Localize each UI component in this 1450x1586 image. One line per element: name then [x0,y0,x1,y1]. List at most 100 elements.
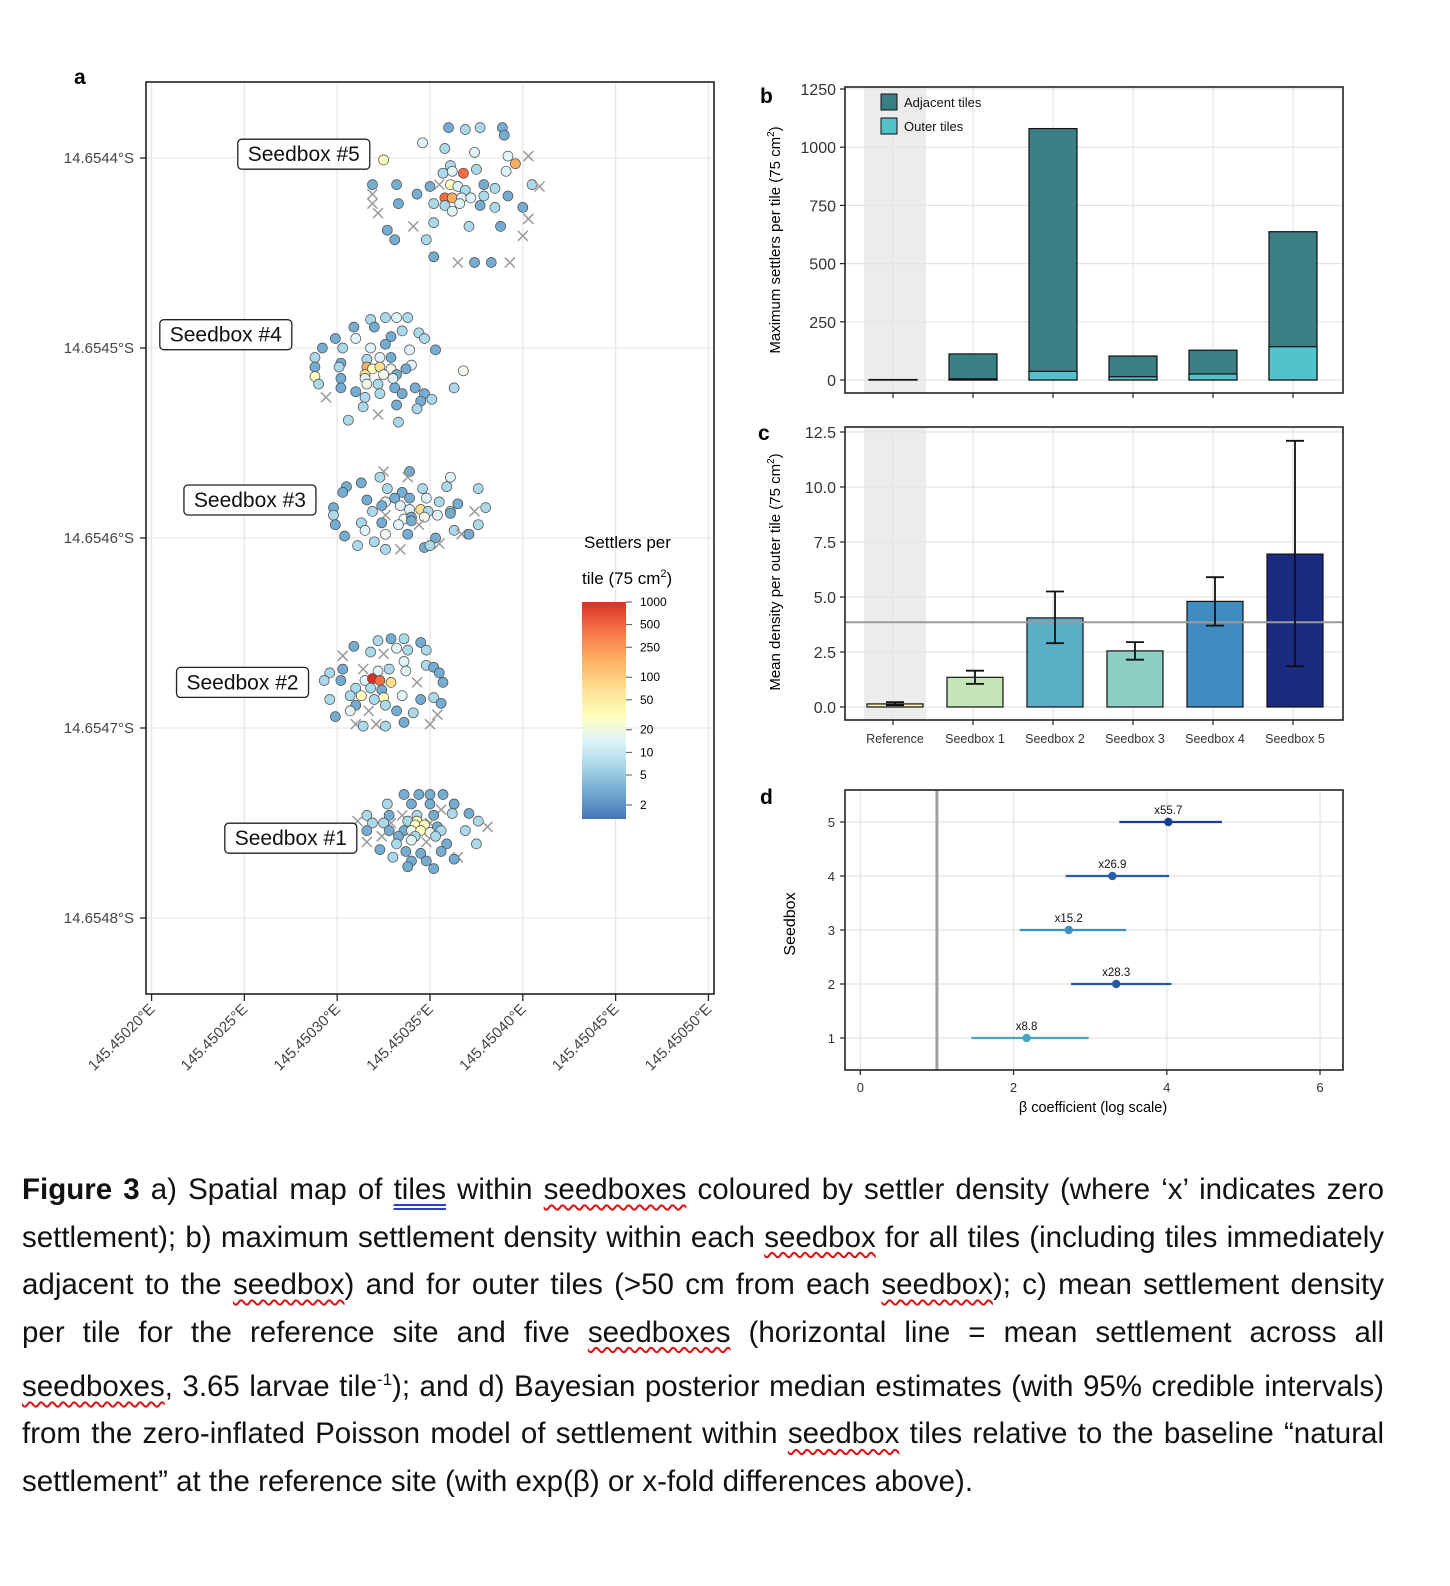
tile-point [400,363,412,375]
tile-point [411,403,423,415]
legend-tick-label: 20 [640,723,654,737]
x-tick-label: 145.45030°E [271,1001,344,1074]
tile-point [463,528,475,540]
panel-label-c: c [758,422,770,445]
tile-point [448,798,460,810]
x-tick-label: Reference [866,732,924,746]
tile-point [367,506,378,517]
tile-point [480,502,492,513]
y-tick-label: 14.6544°S [64,150,134,167]
x-tick-label: 145.45035°E [363,1001,436,1074]
tile-point [361,810,373,821]
panel-b-bar-chart: 0 250 500 750 1000 1250 Adjacent tiles Outer ti… [766,82,1344,398]
zero-settlement-marker [433,538,445,550]
reference-shade [864,87,926,393]
tile-point [469,146,480,158]
y-tick-label: 4 [828,869,835,884]
x-tick-label: 145.45025°E [178,1001,251,1074]
zero-settlement-marker [407,220,419,232]
tile-point [415,694,427,705]
caption-text: ); c) mean settlement density per tile f… [22,1268,1385,1349]
panel-b-background [845,87,1343,393]
tile-point [404,492,415,504]
posterior-median-point [1064,925,1073,935]
legend-tick-label: 50 [640,693,654,707]
tile-point [430,830,441,842]
tile-point [472,815,484,827]
tile-point [445,471,456,483]
y-tick-label: 1250 [800,82,836,99]
seedbox-label-text: Seedbox #5 [248,143,360,166]
tile-point [391,838,402,850]
tile-point [324,667,336,679]
x-tick-label: 145.45020°E [85,1001,158,1074]
tile-point [365,646,376,658]
zero-settlement-marker [433,179,445,191]
tile-point [426,393,438,405]
tile-point [411,188,423,200]
tile-point [367,817,378,829]
y-tick-label: 12.5 [805,425,836,442]
zero-settlement-marker [522,213,534,225]
legend-swatch [880,93,898,111]
tile-point [407,707,419,719]
caption-word: seedboxes [587,1315,731,1349]
legend-tick-label: 5 [640,768,647,782]
tile-point [380,312,391,323]
tile-point [495,221,506,232]
y-tick-label: 14.6547°S [64,720,134,737]
zero-settlement-marker [376,830,388,842]
tile-point [344,690,356,702]
tile-point [417,137,428,149]
tile-point [389,234,401,246]
tile-point [485,257,497,268]
x-tick-label: Seedbox 1 [945,732,1005,746]
x-tick-label: Seedbox 3 [1105,732,1165,746]
caption-text: coloured by settler density (where ‘x’ i… [22,1173,1384,1254]
tile-point [433,667,445,679]
panel-b-frame [844,86,1344,394]
y-tick-label: 3 [828,923,835,938]
tile-point [378,154,389,166]
tile-point [348,640,360,652]
y-tick-label: 500 [809,257,836,274]
tile-point [424,181,436,192]
bar-outer-tiles [1268,346,1318,381]
posterior-median-point [1164,817,1173,827]
y-axis-label-end: ) [767,126,784,131]
x-axis-label: β coefficient (log scale) [1019,1100,1167,1116]
tile-point [446,808,458,819]
zero-settlement-marker [504,256,516,269]
tile-point [355,690,367,702]
tile-point [380,338,391,350]
posterior-median-point [1022,1033,1031,1043]
tile-point [385,633,397,645]
x-tick-label: Seedbox 5 [1265,732,1325,746]
caption-word: seedbox [881,1268,993,1301]
tile-point [309,352,321,363]
zero-settlement-marker [320,391,332,403]
tile-point [446,165,458,177]
bar-outer-tiles [1188,373,1238,381]
y-tick-label: 10.0 [805,480,836,497]
seedbox-label: Seedbox #5 [237,138,371,170]
tile-point [387,851,399,863]
seedbox-label-box [237,138,371,170]
y-tick-label: 0 [827,373,836,390]
caption-text: for all tiles (including tiles immediate… [22,1220,1384,1302]
tile-point [424,798,436,810]
tile-point [441,481,453,493]
tile-point [435,697,447,709]
tile-point [517,202,529,213]
tile-point [502,190,514,202]
tile-point [313,378,324,390]
tile-point [378,817,389,829]
tile-point [380,528,391,540]
y-tick-label: 750 [809,198,836,215]
y-tick-label: 250 [809,315,836,332]
tile-point [368,321,380,333]
y-tick-label: 5 [828,815,835,830]
tile-point [448,382,460,394]
legend-tick-label: 1000 [640,595,667,609]
posterior-median-point [1112,979,1121,989]
